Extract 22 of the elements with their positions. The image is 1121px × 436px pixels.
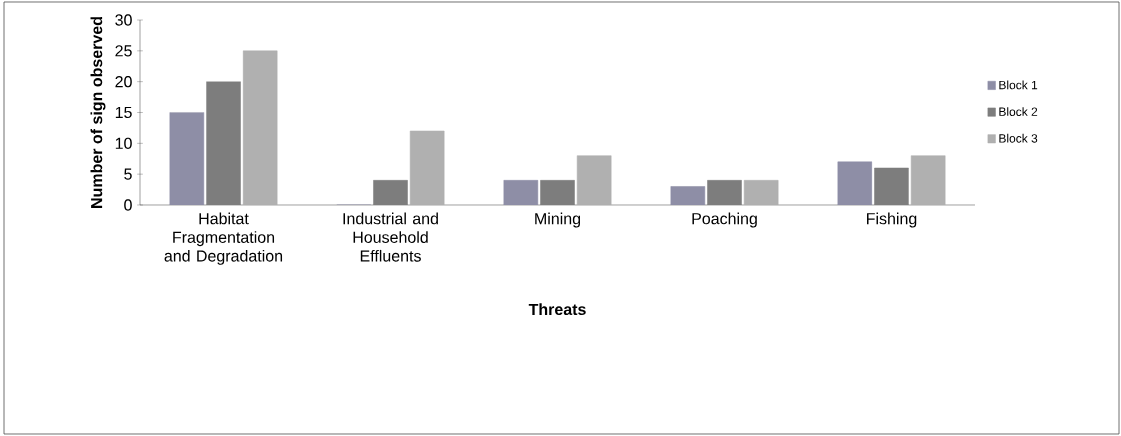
bar <box>242 50 278 205</box>
bar <box>743 180 779 205</box>
bar <box>409 130 445 205</box>
y-tick-label: 5 <box>124 168 132 180</box>
legend-label: Block 3 <box>999 133 1038 143</box>
x-tick-label: Habitat Fragmentation and Degradation <box>164 212 283 265</box>
y-axis-title: Number of sign observed <box>90 17 106 208</box>
legend-label: Block 2 <box>999 107 1038 116</box>
x-axis-title: Threats <box>528 303 586 316</box>
y-tick-label: 10 <box>115 137 132 149</box>
y-tick-label: 15 <box>115 106 132 119</box>
y-tick-label: 30 <box>115 14 132 26</box>
x-tick-label: Poaching <box>692 212 757 228</box>
bar <box>910 155 946 205</box>
x-tick-label: Fishing <box>867 212 917 228</box>
x-tick-label: Mining <box>535 212 581 228</box>
y-tick-label: 20 <box>115 76 132 88</box>
legend-label: Block 1 <box>999 80 1038 90</box>
bar <box>576 155 612 205</box>
y-tick-label: 25 <box>115 45 132 57</box>
y-tick-label: 0 <box>124 199 132 211</box>
x-tick-label: Industrial and Household Effluents <box>343 212 438 262</box>
